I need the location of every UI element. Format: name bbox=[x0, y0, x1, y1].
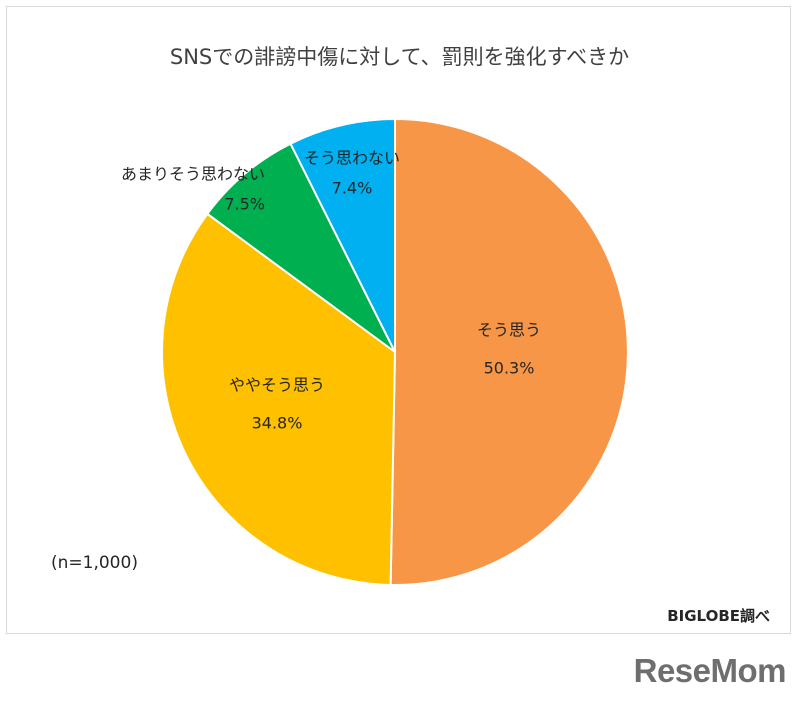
slice-label: そう思う 50.3% bbox=[477, 317, 541, 378]
slice-label: ややそう思う 34.8% bbox=[229, 372, 325, 433]
pie-slice bbox=[160, 212, 397, 586]
chart-frame: SNSでの誹謗中傷に対して、罰則を強化すべきか そう思う 50.3% ややそう思う 3… bbox=[6, 6, 791, 634]
slice-category-label: そう思わない bbox=[303, 148, 401, 168]
pie-slice bbox=[389, 117, 629, 586]
slice-label: あまりそう思わない 7.5% bbox=[121, 161, 265, 214]
slice-category-label: ややそう思う bbox=[228, 375, 326, 395]
pie-slice bbox=[289, 117, 396, 353]
slice-label: そう思わない 7.4% bbox=[304, 145, 400, 198]
chart-title: SNSでの誹謗中傷に対して、罰則を強化すべきか bbox=[169, 45, 630, 69]
sample-size-note: (n=1,000) bbox=[51, 553, 138, 573]
slice-value-label: 50.3% bbox=[483, 358, 535, 378]
slice-value-label: 34.8% bbox=[251, 413, 303, 433]
slice-value-label: 7.5% bbox=[224, 194, 266, 214]
pie-chart bbox=[160, 117, 629, 586]
slice-category-label: そう思う bbox=[476, 320, 542, 340]
source-note: BIGLOBE調べ bbox=[667, 607, 770, 625]
pie-slice bbox=[205, 142, 396, 353]
resemom-logo: ReseMom bbox=[633, 652, 787, 689]
slice-category-label: あまりそう思わない bbox=[120, 164, 266, 184]
slice-value-label: 7.4% bbox=[331, 178, 373, 198]
